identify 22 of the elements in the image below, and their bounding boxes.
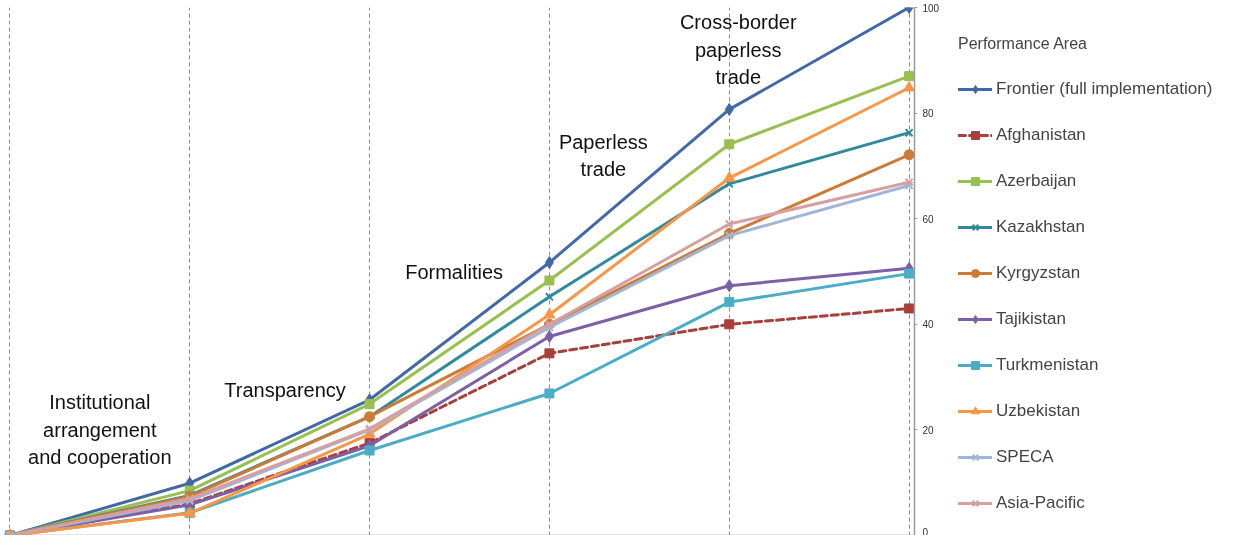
legend-label: Azerbaijan [996,171,1077,191]
y-tick-label: 20 [922,424,935,436]
legend-label: Turkmenistan [996,355,1099,375]
y-tick-label: 40 [922,319,935,331]
annotation: Institutional arrangement and cooperation [28,391,172,469]
annotation: Cross-border paperless trade [679,11,797,89]
annotation: Transparency [224,378,346,401]
legend-label: SPECA [996,447,1054,467]
legend-label: Afghanistan [996,125,1086,145]
legend-label: Kazakhstan [996,217,1085,237]
y-tick-label: 80 [922,108,935,120]
annotation: Formalities [405,260,504,283]
y-tick-label: 0 [922,526,929,538]
legend-label: Tajikistan [996,309,1066,329]
legend-label: Asia-Pacific [996,493,1085,513]
legend-label: Uzbekistan [996,401,1081,421]
y-tick-label: 60 [922,213,935,225]
y-tick-label: 100 [922,2,940,14]
legend-label: Frontier (full implementation) [996,79,1213,99]
annotation: Paperless trade [558,130,648,181]
legend-title: Performance Area [958,35,1088,53]
legend-label: Kyrgyzstan [996,263,1081,283]
